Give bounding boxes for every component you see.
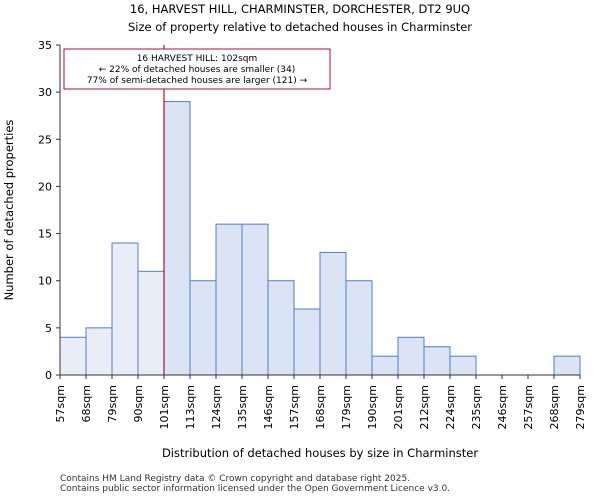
bar-90sqm [137, 270, 165, 376]
x-ticks: 57sqm 68sqm 79sqm 90sqm 101sqm 113sqm 124sqm 13… [54, 375, 587, 429]
bar-179sqm [345, 280, 373, 376]
annotation-line-1: 16 HARVEST HILL: 102sqm [137, 54, 258, 64]
footer-line-1: Contains HM Land Registry data © Crown c… [60, 474, 411, 484]
y-tick-label-25: 25 [38, 133, 52, 146]
y-tick-label-30: 30 [38, 86, 52, 99]
bar-224sqm [449, 355, 477, 376]
y-axis-label: Number of detached properties [2, 120, 16, 301]
bar-57sqm [59, 336, 87, 376]
bar-201sqm [397, 336, 425, 376]
x-tick-label-57sqm: 57sqm [54, 385, 67, 422]
x-tick-label-79sqm: 79sqm [106, 385, 119, 422]
annotation-line-3: 77% of semi-detached houses are larger (… [87, 76, 308, 86]
footer-line-2: Contains public sector information licen… [60, 484, 451, 494]
bar-146sqm [267, 280, 295, 376]
x-tick-label-157sqm: 157sqm [288, 385, 301, 429]
y-ticks: 0 5 10 15 20 25 30 35 [38, 39, 60, 382]
bar-113sqm [189, 280, 217, 376]
y-tick-label-0: 0 [45, 369, 52, 382]
x-tick-label-113sqm: 113sqm [184, 385, 197, 429]
y-tick-label-15: 15 [38, 228, 52, 241]
bar-212sqm [423, 346, 451, 376]
y-tick-label-20: 20 [38, 180, 52, 193]
x-axis-label: Distribution of detached houses by size … [162, 446, 478, 460]
annotation-line-2: ← 22% of detached houses are smaller (34… [99, 65, 296, 75]
bar-135sqm [241, 223, 269, 376]
x-tick-label-179sqm: 179sqm [340, 385, 353, 429]
x-tick-label-268sqm: 268sqm [548, 385, 561, 429]
chart-subtitle: Size of property relative to detached ho… [128, 20, 472, 34]
bar-124sqm [215, 223, 243, 376]
bars-group [59, 101, 581, 376]
x-tick-label-124sqm: 124sqm [210, 385, 223, 429]
x-tick-label-90sqm: 90sqm [132, 385, 145, 422]
x-tick-label-135sqm: 135sqm [236, 385, 249, 429]
x-tick-label-146sqm: 146sqm [262, 385, 275, 429]
x-tick-label-190sqm: 190sqm [366, 385, 379, 429]
y-tick-label-10: 10 [38, 275, 52, 288]
bar-190sqm [371, 355, 399, 376]
x-tick-label-224sqm: 224sqm [444, 385, 457, 429]
annotation-box [63, 48, 331, 90]
x-tick-label-212sqm: 212sqm [418, 385, 431, 429]
y-tick-label-5: 5 [45, 322, 52, 335]
chart-title: 16, HARVEST HILL, CHARMINSTER, DORCHESTE… [130, 2, 470, 16]
bar-79sqm [111, 242, 139, 376]
x-tick-label-246sqm: 246sqm [496, 385, 509, 429]
x-tick-label-279sqm: 279sqm [574, 385, 587, 429]
x-tick-label-168sqm: 168sqm [314, 385, 327, 429]
x-tick-label-235sqm: 235sqm [470, 385, 483, 429]
bar-268sqm [553, 355, 581, 376]
bar-157sqm [293, 308, 321, 376]
bar-101sqm [163, 101, 191, 376]
x-tick-label-101sqm: 101sqm [158, 385, 171, 429]
bar-68sqm [85, 327, 113, 376]
bar-168sqm [319, 251, 347, 376]
x-tick-label-68sqm: 68sqm [80, 385, 93, 422]
x-tick-label-201sqm: 201sqm [392, 385, 405, 429]
x-tick-label-257sqm: 257sqm [522, 385, 535, 429]
y-tick-label-35: 35 [38, 39, 52, 52]
